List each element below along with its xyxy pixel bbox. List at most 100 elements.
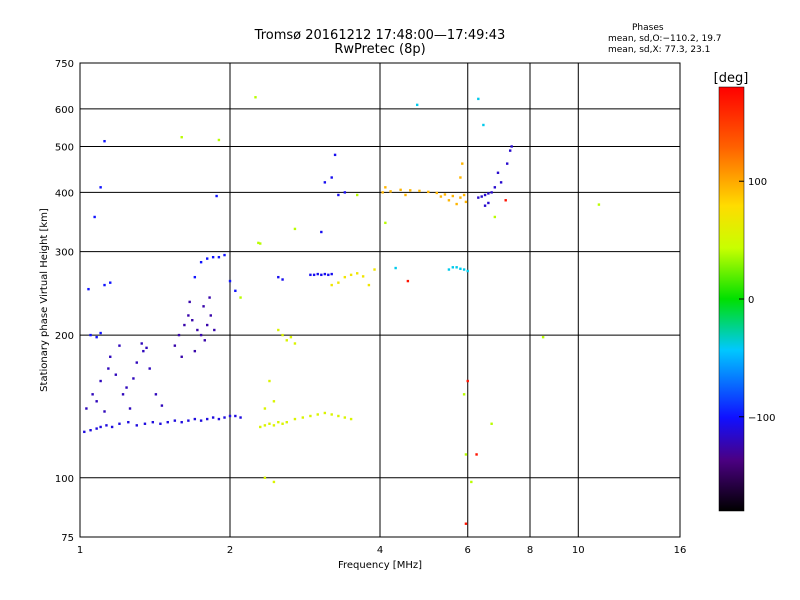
data-point xyxy=(480,195,483,198)
data-point xyxy=(257,241,260,245)
data-point xyxy=(205,323,209,327)
data-point xyxy=(447,199,451,202)
data-point xyxy=(483,204,487,207)
data-point xyxy=(199,333,203,337)
data-point xyxy=(323,181,327,184)
data-point xyxy=(89,333,92,337)
phases-x-stats: mean, sd,X: 77.3, 23.1 xyxy=(608,45,711,55)
data-point xyxy=(499,181,503,184)
data-point xyxy=(128,407,132,410)
data-point xyxy=(355,193,359,197)
data-point xyxy=(173,344,177,347)
data-point xyxy=(268,422,271,425)
data-point xyxy=(99,186,102,189)
data-point xyxy=(470,480,473,484)
x-axis-label: Frequency [MHz] xyxy=(338,560,422,571)
data-point xyxy=(118,344,121,347)
y-tick-label: 400 xyxy=(55,188,74,199)
data-point xyxy=(597,203,601,206)
data-point xyxy=(187,419,190,422)
data-point xyxy=(487,192,490,195)
data-point xyxy=(493,186,497,189)
data-point xyxy=(127,420,130,424)
data-point xyxy=(196,328,199,332)
data-point xyxy=(462,193,466,197)
data-point xyxy=(142,349,145,353)
data-point xyxy=(293,417,297,421)
data-point xyxy=(277,328,280,332)
data-point xyxy=(277,420,280,424)
phases-heading: Phases xyxy=(632,23,664,33)
data-point xyxy=(455,202,458,206)
data-point xyxy=(330,283,333,287)
data-point xyxy=(205,417,209,421)
y-tick-label: 300 xyxy=(55,248,74,259)
data-point xyxy=(281,333,284,337)
data-point xyxy=(263,476,267,479)
data-point xyxy=(193,349,197,353)
data-point xyxy=(285,420,288,424)
data-point xyxy=(160,404,164,407)
data-point xyxy=(217,138,221,142)
data-point xyxy=(263,407,267,410)
data-point xyxy=(268,379,271,383)
data-point xyxy=(451,194,455,198)
data-point xyxy=(466,269,469,273)
data-point xyxy=(459,196,462,199)
data-point xyxy=(477,196,480,199)
data-point xyxy=(464,453,468,456)
data-point xyxy=(451,266,455,269)
grid-lines xyxy=(80,63,680,537)
data-point xyxy=(462,393,466,396)
data-point xyxy=(309,273,312,277)
data-point xyxy=(209,314,212,317)
data-point xyxy=(151,420,155,424)
y-tick-label: 75 xyxy=(61,533,74,544)
data-point xyxy=(125,386,128,389)
data-point xyxy=(109,355,112,358)
data-point xyxy=(193,417,197,421)
data-point xyxy=(234,289,237,293)
data-point xyxy=(289,335,293,339)
data-point xyxy=(466,379,469,383)
data-point xyxy=(281,278,284,281)
data-point xyxy=(293,342,297,345)
data-points xyxy=(83,96,601,525)
data-point xyxy=(188,300,191,304)
colorbar-label: [deg] xyxy=(714,71,749,86)
data-point xyxy=(285,339,288,342)
data-point xyxy=(211,255,215,259)
data-point xyxy=(427,190,430,194)
data-point xyxy=(293,227,297,231)
data-point xyxy=(99,331,102,335)
data-point xyxy=(166,420,169,424)
data-point xyxy=(234,414,237,418)
data-point xyxy=(475,453,478,456)
data-point xyxy=(404,193,407,197)
data-point xyxy=(121,393,125,396)
data-point xyxy=(483,193,487,197)
data-point xyxy=(394,266,397,270)
data-point xyxy=(435,191,438,195)
data-point xyxy=(541,335,545,339)
plot-frame xyxy=(79,62,681,538)
data-point xyxy=(505,162,509,165)
data-point xyxy=(191,319,194,322)
data-point xyxy=(320,230,323,234)
data-point xyxy=(367,283,371,287)
data-point xyxy=(323,272,327,276)
x-tick-label: 6 xyxy=(465,545,471,556)
data-point xyxy=(99,379,102,383)
data-point xyxy=(349,417,353,421)
data-point xyxy=(159,422,162,425)
data-point xyxy=(95,427,98,430)
data-point xyxy=(228,279,232,283)
data-point xyxy=(343,416,347,419)
data-point xyxy=(493,215,497,219)
data-point xyxy=(259,425,262,429)
x-tick-label: 4 xyxy=(377,545,383,556)
x-tick-label: 16 xyxy=(674,545,687,556)
data-point xyxy=(85,407,88,410)
data-point xyxy=(208,296,211,299)
x-tick-label: 2 xyxy=(227,545,233,556)
